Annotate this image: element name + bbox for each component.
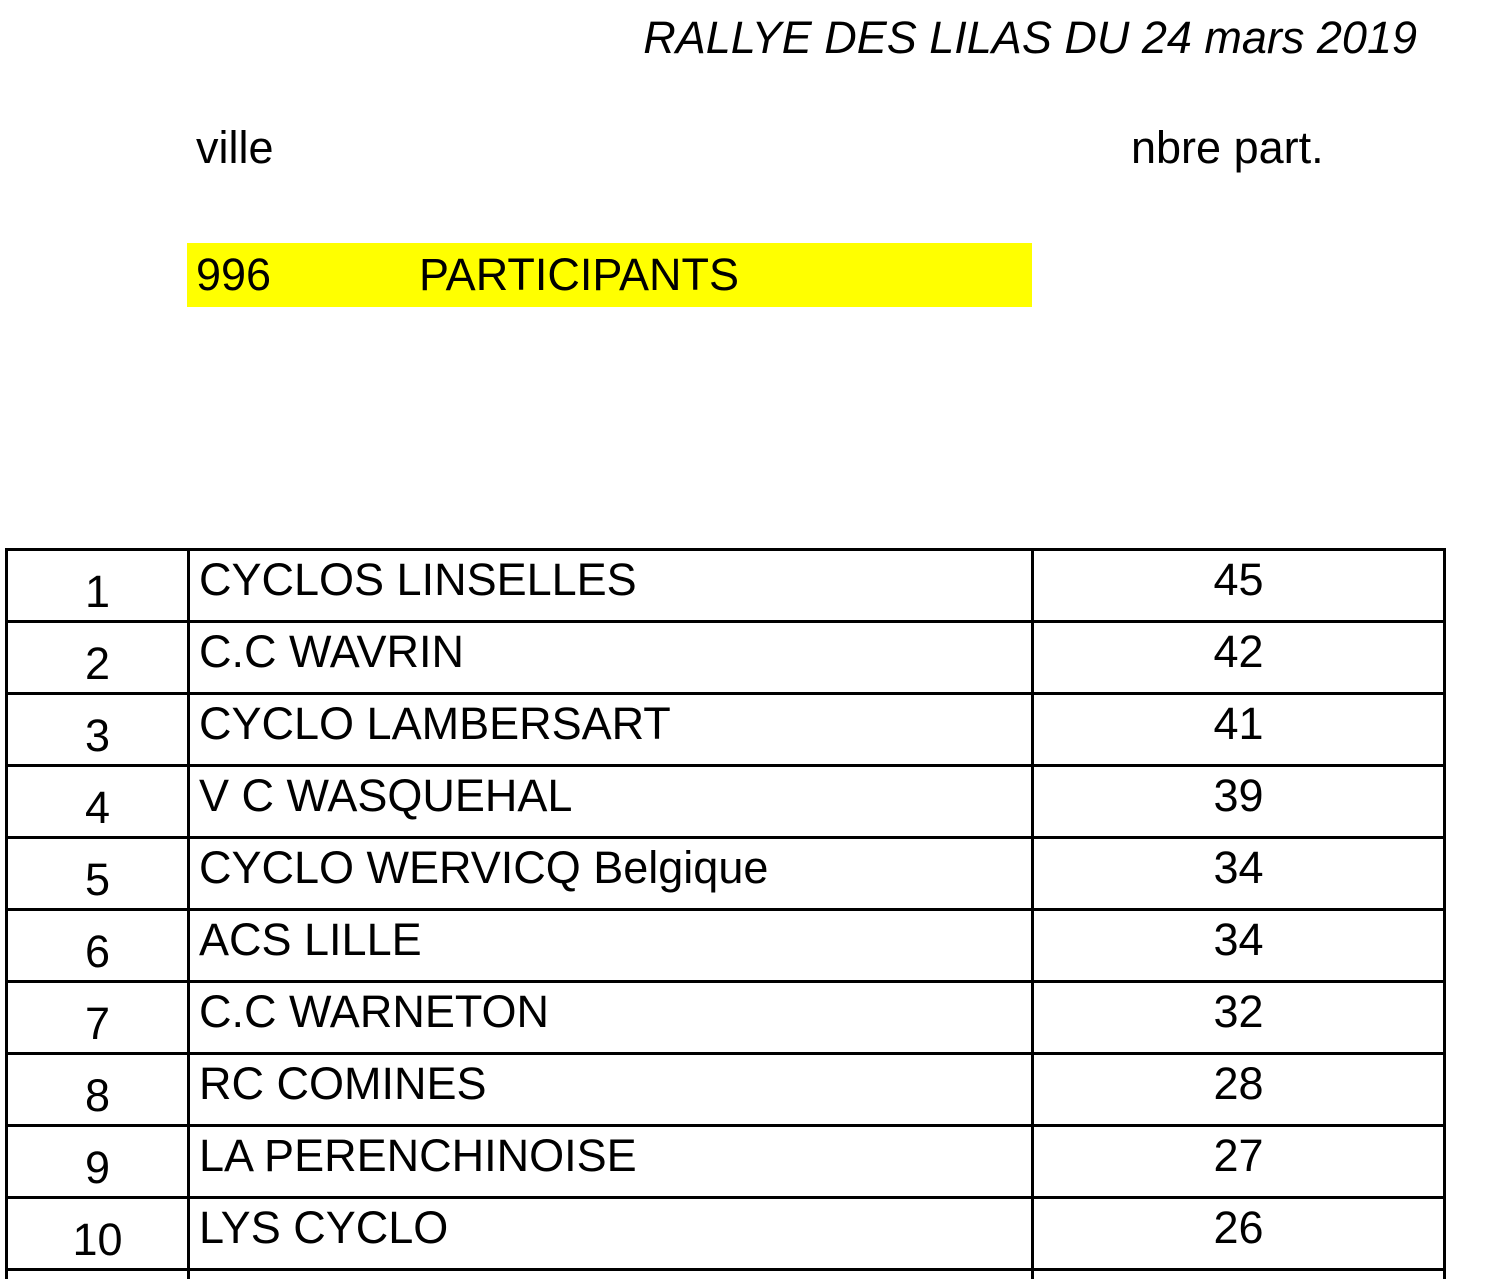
club-name-cell: C.C WARNETON	[189, 982, 1033, 1054]
participant-count-cell: 41	[1033, 694, 1445, 766]
page-title: RALLYE DES LILAS DU 24 mars 2019	[643, 8, 1417, 68]
rank-cell: 4	[7, 766, 189, 838]
total-participants-value: 996	[196, 247, 271, 303]
rank-cell: 10	[7, 1198, 189, 1270]
club-name-cell: CYCLO LAMBERSART	[189, 694, 1033, 766]
rank-cell: 3	[7, 694, 189, 766]
empty-cell	[7, 1270, 189, 1279]
total-participants-label: PARTICIPANTS	[419, 247, 739, 303]
empty-cell	[189, 1270, 1033, 1279]
club-name-cell: V C WASQUEHAL	[189, 766, 1033, 838]
participant-count-cell: 34	[1033, 910, 1445, 982]
rank-cell: 8	[7, 1054, 189, 1126]
club-name-cell: RC COMINES	[189, 1054, 1033, 1126]
column-header-ville: ville	[196, 120, 274, 176]
table-row-partial	[7, 1270, 1445, 1279]
participant-count-cell: 39	[1033, 766, 1445, 838]
club-name-cell: CYCLOS LINSELLES	[189, 550, 1033, 622]
rank-cell: 9	[7, 1126, 189, 1198]
club-name-cell: CYCLO WERVICQ Belgique	[189, 838, 1033, 910]
total-participants-banner: 996 PARTICIPANTS	[187, 243, 1032, 307]
club-name-cell: LYS CYCLO	[189, 1198, 1033, 1270]
participant-count-cell: 27	[1033, 1126, 1445, 1198]
rank-cell: 2	[7, 622, 189, 694]
column-header-nbre-part: nbre part.	[1131, 120, 1324, 176]
rank-cell: 5	[7, 838, 189, 910]
rank-cell: 7	[7, 982, 189, 1054]
participant-count-cell: 45	[1033, 550, 1445, 622]
rank-cell: 6	[7, 910, 189, 982]
rank-cell: 1	[7, 550, 189, 622]
participant-count-cell: 42	[1033, 622, 1445, 694]
participant-count-cell: 26	[1033, 1198, 1445, 1270]
club-name-cell: ACS LILLE	[189, 910, 1033, 982]
club-name-cell: C.C WAVRIN	[189, 622, 1033, 694]
participant-count-cell: 32	[1033, 982, 1445, 1054]
participant-count-cell: 28	[1033, 1054, 1445, 1126]
club-name-cell: LA PERENCHINOISE	[189, 1126, 1033, 1198]
empty-cell	[1033, 1270, 1445, 1279]
participant-count-cell: 34	[1033, 838, 1445, 910]
